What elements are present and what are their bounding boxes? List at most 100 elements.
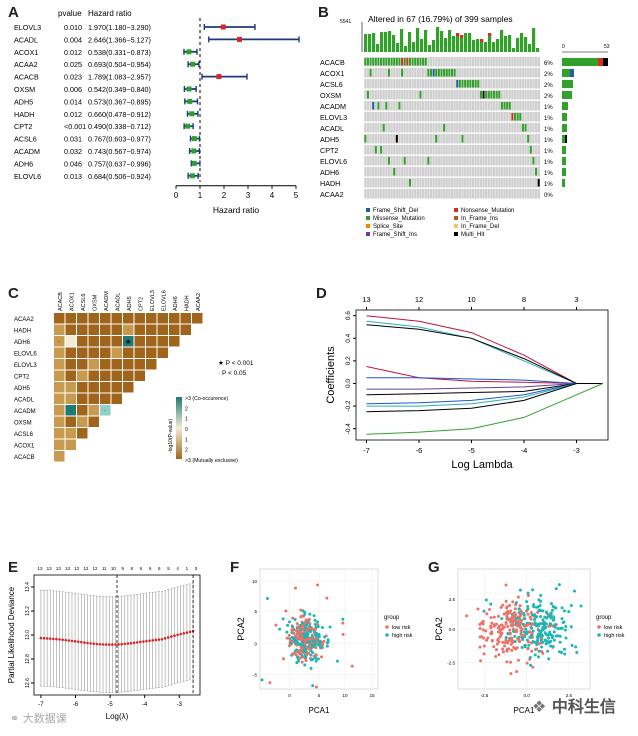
top-tick-label: 3 — [574, 295, 578, 304]
pca-point — [314, 659, 318, 663]
col-hr-header: Hazard ratio — [88, 9, 132, 18]
pca-point — [310, 635, 314, 639]
y-tick-label: 13.0 — [25, 630, 31, 640]
pca-point — [307, 629, 311, 633]
y-tick-label: -0.4 — [345, 423, 352, 435]
colorbar-tick: 2 — [185, 406, 188, 412]
hr-point — [191, 160, 197, 166]
pca-point — [541, 640, 545, 644]
heatmap-cell — [65, 405, 76, 416]
pca-point — [514, 601, 518, 605]
pca-point — [274, 623, 278, 627]
pca-point — [313, 618, 317, 622]
gene-row-label: ADH6 — [320, 168, 339, 177]
row-gene-label: ACADM — [14, 409, 36, 415]
sig-dot: · — [116, 328, 118, 334]
deviance-point — [120, 642, 123, 646]
mutation-cell — [366, 91, 369, 99]
forest-plot: pvalue Hazard ratio ELOVL3 0.010 1.970(1.180… — [14, 9, 300, 215]
gene-label: ACADL — [14, 35, 38, 44]
pca-plot-f: 0 5 10 15 10 5 0 -5 PCA1 PCA2 group low risk high ri… — [236, 568, 413, 715]
mutation-cell — [524, 124, 527, 132]
mutation-cell — [521, 124, 524, 132]
pca-point — [509, 620, 513, 624]
lasso-coefficient-plot: 13 12 10 8 3 -7 -6 -5 -4 -3 0.6 0.4 0.2 0.0 -0.2 -0.4 Lo… — [325, 295, 609, 471]
mutation-cell — [469, 80, 472, 88]
pca-point — [501, 603, 505, 607]
pca-point — [325, 596, 329, 600]
top-tick-label: 11 — [102, 566, 107, 571]
pca-point — [519, 609, 523, 613]
pca-point — [509, 642, 513, 646]
pca-point — [308, 637, 312, 641]
legend-swatch — [385, 633, 389, 637]
pca-point — [532, 605, 536, 609]
gene-label: ELOVL6 — [14, 172, 41, 181]
pca-point — [299, 645, 303, 649]
top-tick-label: 10 — [111, 566, 117, 571]
col-gene-label: ACSL6 — [81, 294, 87, 311]
x-axis-title: Hazard ratio — [213, 205, 260, 215]
pca-point — [554, 587, 558, 591]
gene-label: ACOX1 — [14, 48, 38, 57]
pca-point — [517, 638, 521, 642]
pca-point — [496, 637, 500, 641]
mutation-cell — [408, 179, 411, 187]
sig-dot: · — [127, 328, 129, 334]
pca-point — [515, 670, 519, 674]
side-bar — [562, 124, 567, 132]
cv-deviance-plot: 13 13 13 13 12 12 12 11 10 9 8 6 6 6 5 4 1 0-7 -6 -5 -4 -313.… — [7, 566, 201, 721]
pca-point — [544, 622, 548, 626]
gene-row-label: ELOVL3 — [320, 113, 347, 122]
pca-point — [303, 612, 307, 616]
x-tick-label: 1 — [198, 191, 203, 200]
top-bar — [476, 39, 480, 52]
pca-point — [302, 650, 306, 654]
side-bar — [562, 69, 574, 77]
colorbar-tick: >3 (Mutually exclusive) — [185, 458, 238, 464]
pca-point — [301, 623, 305, 627]
gene-label: OXSM — [14, 85, 35, 94]
pca-point — [508, 628, 512, 632]
hr-point — [189, 173, 195, 179]
top-bar — [528, 44, 532, 52]
deviance-point — [163, 637, 167, 640]
deviance-point — [148, 639, 151, 643]
sig-legend-2: · P < 0.05 — [218, 370, 247, 377]
heatmap-cell — [54, 347, 65, 358]
side-bar — [562, 146, 566, 154]
pca-point — [523, 617, 527, 621]
top-tick-label: 6 — [140, 566, 143, 571]
pca-point — [522, 630, 526, 634]
heatmap-cell — [123, 336, 134, 347]
panel-e: E 13 13 13 13 12 12 12 11 10 9 8 6 6 6 5 4 1 0 -7 -6 -5 -4 -3 1… — [0, 555, 210, 731]
pvalue-label: 0.006 — [64, 85, 82, 94]
pca-point — [564, 636, 568, 640]
side-axis-min: 0 — [562, 44, 565, 50]
heatmap-cell — [65, 347, 76, 358]
top-bar — [480, 39, 484, 52]
mutation-cell — [464, 80, 467, 88]
deviance-point — [173, 634, 176, 638]
pvalue-label: <0.001 — [64, 122, 86, 131]
pca-point — [509, 636, 513, 640]
pca-point — [552, 615, 556, 619]
x-axis-title: Log(λ) — [106, 712, 129, 721]
top-bar — [488, 33, 492, 52]
pca-point — [529, 617, 533, 621]
pca-point — [526, 647, 530, 651]
pca-point — [488, 607, 492, 611]
pca-point — [563, 628, 567, 632]
heatmap-cell — [100, 405, 111, 416]
pca-point — [505, 649, 509, 653]
pca-point — [278, 627, 282, 631]
pca-point — [282, 657, 286, 661]
top-bar — [436, 27, 440, 52]
pca-point — [549, 602, 553, 606]
pvalue-label: 0.025 — [64, 60, 82, 69]
top-bar — [516, 38, 520, 52]
pca-point — [514, 621, 518, 625]
top-bar — [396, 43, 400, 52]
legend-label: In_Frame_Del — [461, 224, 499, 230]
pca-point — [563, 652, 567, 656]
